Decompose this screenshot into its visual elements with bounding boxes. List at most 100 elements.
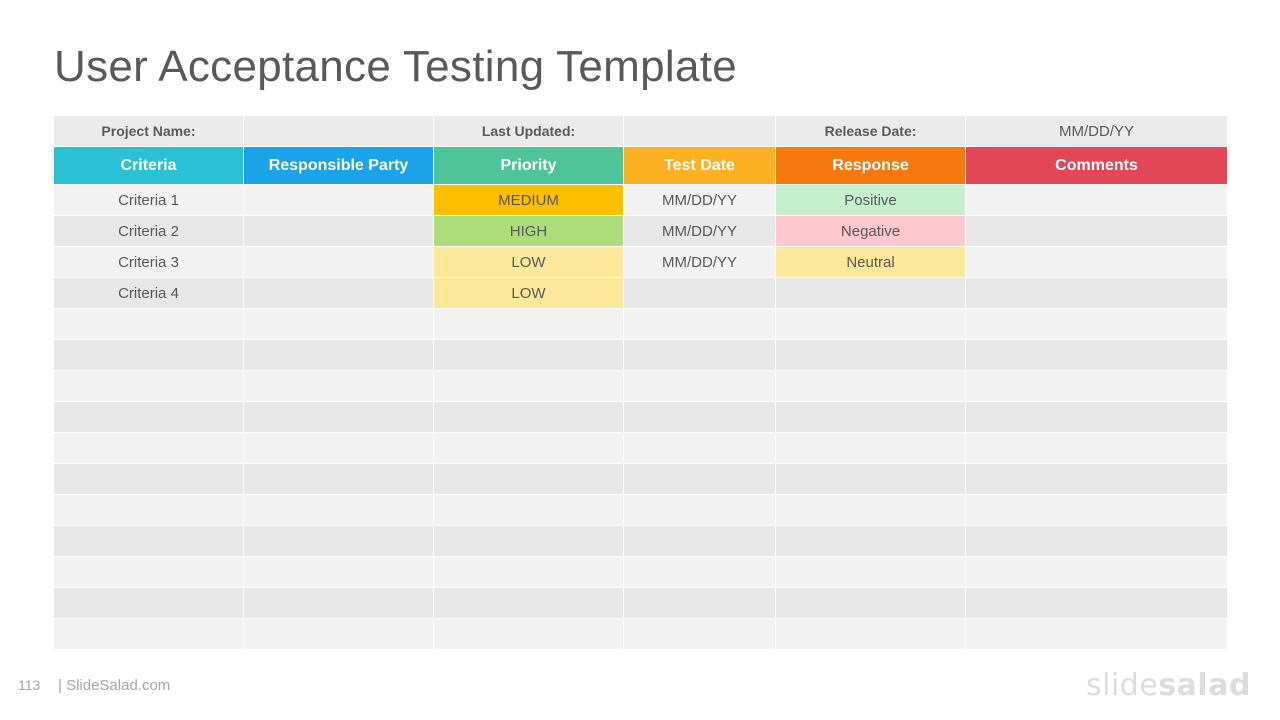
priority-cell[interactable] [434,495,623,525]
release-date-field[interactable]: MM/DD/YY [966,116,1227,146]
priority-cell[interactable]: LOW [434,247,623,277]
comments-cell[interactable] [966,495,1227,525]
release-date-label: Release Date: [776,116,965,146]
responsible-party-cell[interactable] [244,371,433,401]
test-date-cell[interactable] [624,526,775,556]
responsible-party-cell[interactable] [244,557,433,587]
project-name-field[interactable] [244,116,433,146]
response-cell[interactable] [776,309,965,339]
column-header-priority: Priority [434,147,623,184]
criteria-cell[interactable] [54,402,243,432]
logo-part-slide: slide [1086,668,1159,703]
priority-cell[interactable] [434,526,623,556]
responsible-party-cell[interactable] [244,526,433,556]
responsible-party-cell[interactable] [244,185,433,215]
comments-cell[interactable] [966,464,1227,494]
response-cell[interactable] [776,433,965,463]
comments-cell[interactable] [966,619,1227,649]
criteria-cell[interactable]: Criteria 1 [54,185,243,215]
responsible-party-cell[interactable] [244,464,433,494]
response-cell[interactable] [776,619,965,649]
test-date-cell[interactable] [624,588,775,618]
criteria-cell[interactable] [54,340,243,370]
responsible-party-cell[interactable] [244,619,433,649]
response-cell[interactable]: Negative [776,216,965,246]
response-cell[interactable] [776,557,965,587]
comments-cell[interactable] [966,309,1227,339]
last-updated-field[interactable] [624,116,775,146]
comments-cell[interactable] [966,557,1227,587]
test-date-cell[interactable] [624,402,775,432]
responsible-party-cell[interactable] [244,495,433,525]
comments-cell[interactable] [966,247,1227,277]
responsible-party-cell[interactable] [244,247,433,277]
column-header-criteria: Criteria [54,147,243,184]
criteria-cell[interactable] [54,588,243,618]
priority-cell[interactable] [434,309,623,339]
comments-cell[interactable] [966,185,1227,215]
priority-cell[interactable] [434,557,623,587]
response-cell[interactable]: Positive [776,185,965,215]
priority-cell[interactable]: LOW [434,278,623,308]
criteria-cell[interactable]: Criteria 3 [54,247,243,277]
priority-cell[interactable] [434,588,623,618]
criteria-cell[interactable] [54,557,243,587]
criteria-cell[interactable] [54,619,243,649]
responsible-party-cell[interactable] [244,402,433,432]
test-date-cell[interactable] [624,464,775,494]
response-cell[interactable]: Neutral [776,247,965,277]
response-cell[interactable] [776,340,965,370]
comments-cell[interactable] [966,588,1227,618]
test-date-cell[interactable] [624,495,775,525]
criteria-cell[interactable]: Criteria 2 [54,216,243,246]
test-date-cell[interactable] [624,619,775,649]
priority-cell[interactable] [434,433,623,463]
comments-cell[interactable] [966,433,1227,463]
priority-cell[interactable] [434,402,623,432]
test-date-cell[interactable] [624,557,775,587]
responsible-party-cell[interactable] [244,309,433,339]
responsible-party-cell[interactable] [244,340,433,370]
test-date-cell[interactable] [624,340,775,370]
test-date-cell[interactable] [624,433,775,463]
page-number: 113 [18,677,41,693]
test-date-cell[interactable] [624,309,775,339]
response-cell[interactable] [776,402,965,432]
criteria-cell[interactable] [54,464,243,494]
test-date-cell[interactable] [624,371,775,401]
criteria-cell[interactable] [54,371,243,401]
comments-cell[interactable] [966,340,1227,370]
comments-cell[interactable] [966,526,1227,556]
test-date-cell[interactable] [624,278,775,308]
responsible-party-cell[interactable] [244,433,433,463]
last-updated-label: Last Updated: [434,116,623,146]
response-cell[interactable] [776,526,965,556]
comments-cell[interactable] [966,278,1227,308]
priority-cell[interactable] [434,619,623,649]
test-date-cell[interactable]: MM/DD/YY [624,247,775,277]
response-cell[interactable] [776,278,965,308]
responsible-party-cell[interactable] [244,278,433,308]
priority-cell[interactable] [434,464,623,494]
response-cell[interactable] [776,464,965,494]
comments-cell[interactable] [966,371,1227,401]
priority-cell[interactable] [434,371,623,401]
priority-cell[interactable]: MEDIUM [434,185,623,215]
responsible-party-cell[interactable] [244,216,433,246]
response-cell[interactable] [776,588,965,618]
criteria-cell[interactable] [54,309,243,339]
criteria-cell[interactable] [54,495,243,525]
test-date-cell[interactable]: MM/DD/YY [624,185,775,215]
priority-cell[interactable] [434,340,623,370]
comments-cell[interactable] [966,216,1227,246]
comments-cell[interactable] [966,402,1227,432]
test-date-cell[interactable]: MM/DD/YY [624,216,775,246]
response-cell[interactable] [776,495,965,525]
criteria-cell[interactable] [54,433,243,463]
response-cell[interactable] [776,371,965,401]
priority-cell[interactable]: HIGH [434,216,623,246]
responsible-party-cell[interactable] [244,588,433,618]
criteria-cell[interactable]: Criteria 4 [54,278,243,308]
criteria-cell[interactable] [54,526,243,556]
footer-site-link[interactable]: | SlideSalad.com [58,677,171,694]
